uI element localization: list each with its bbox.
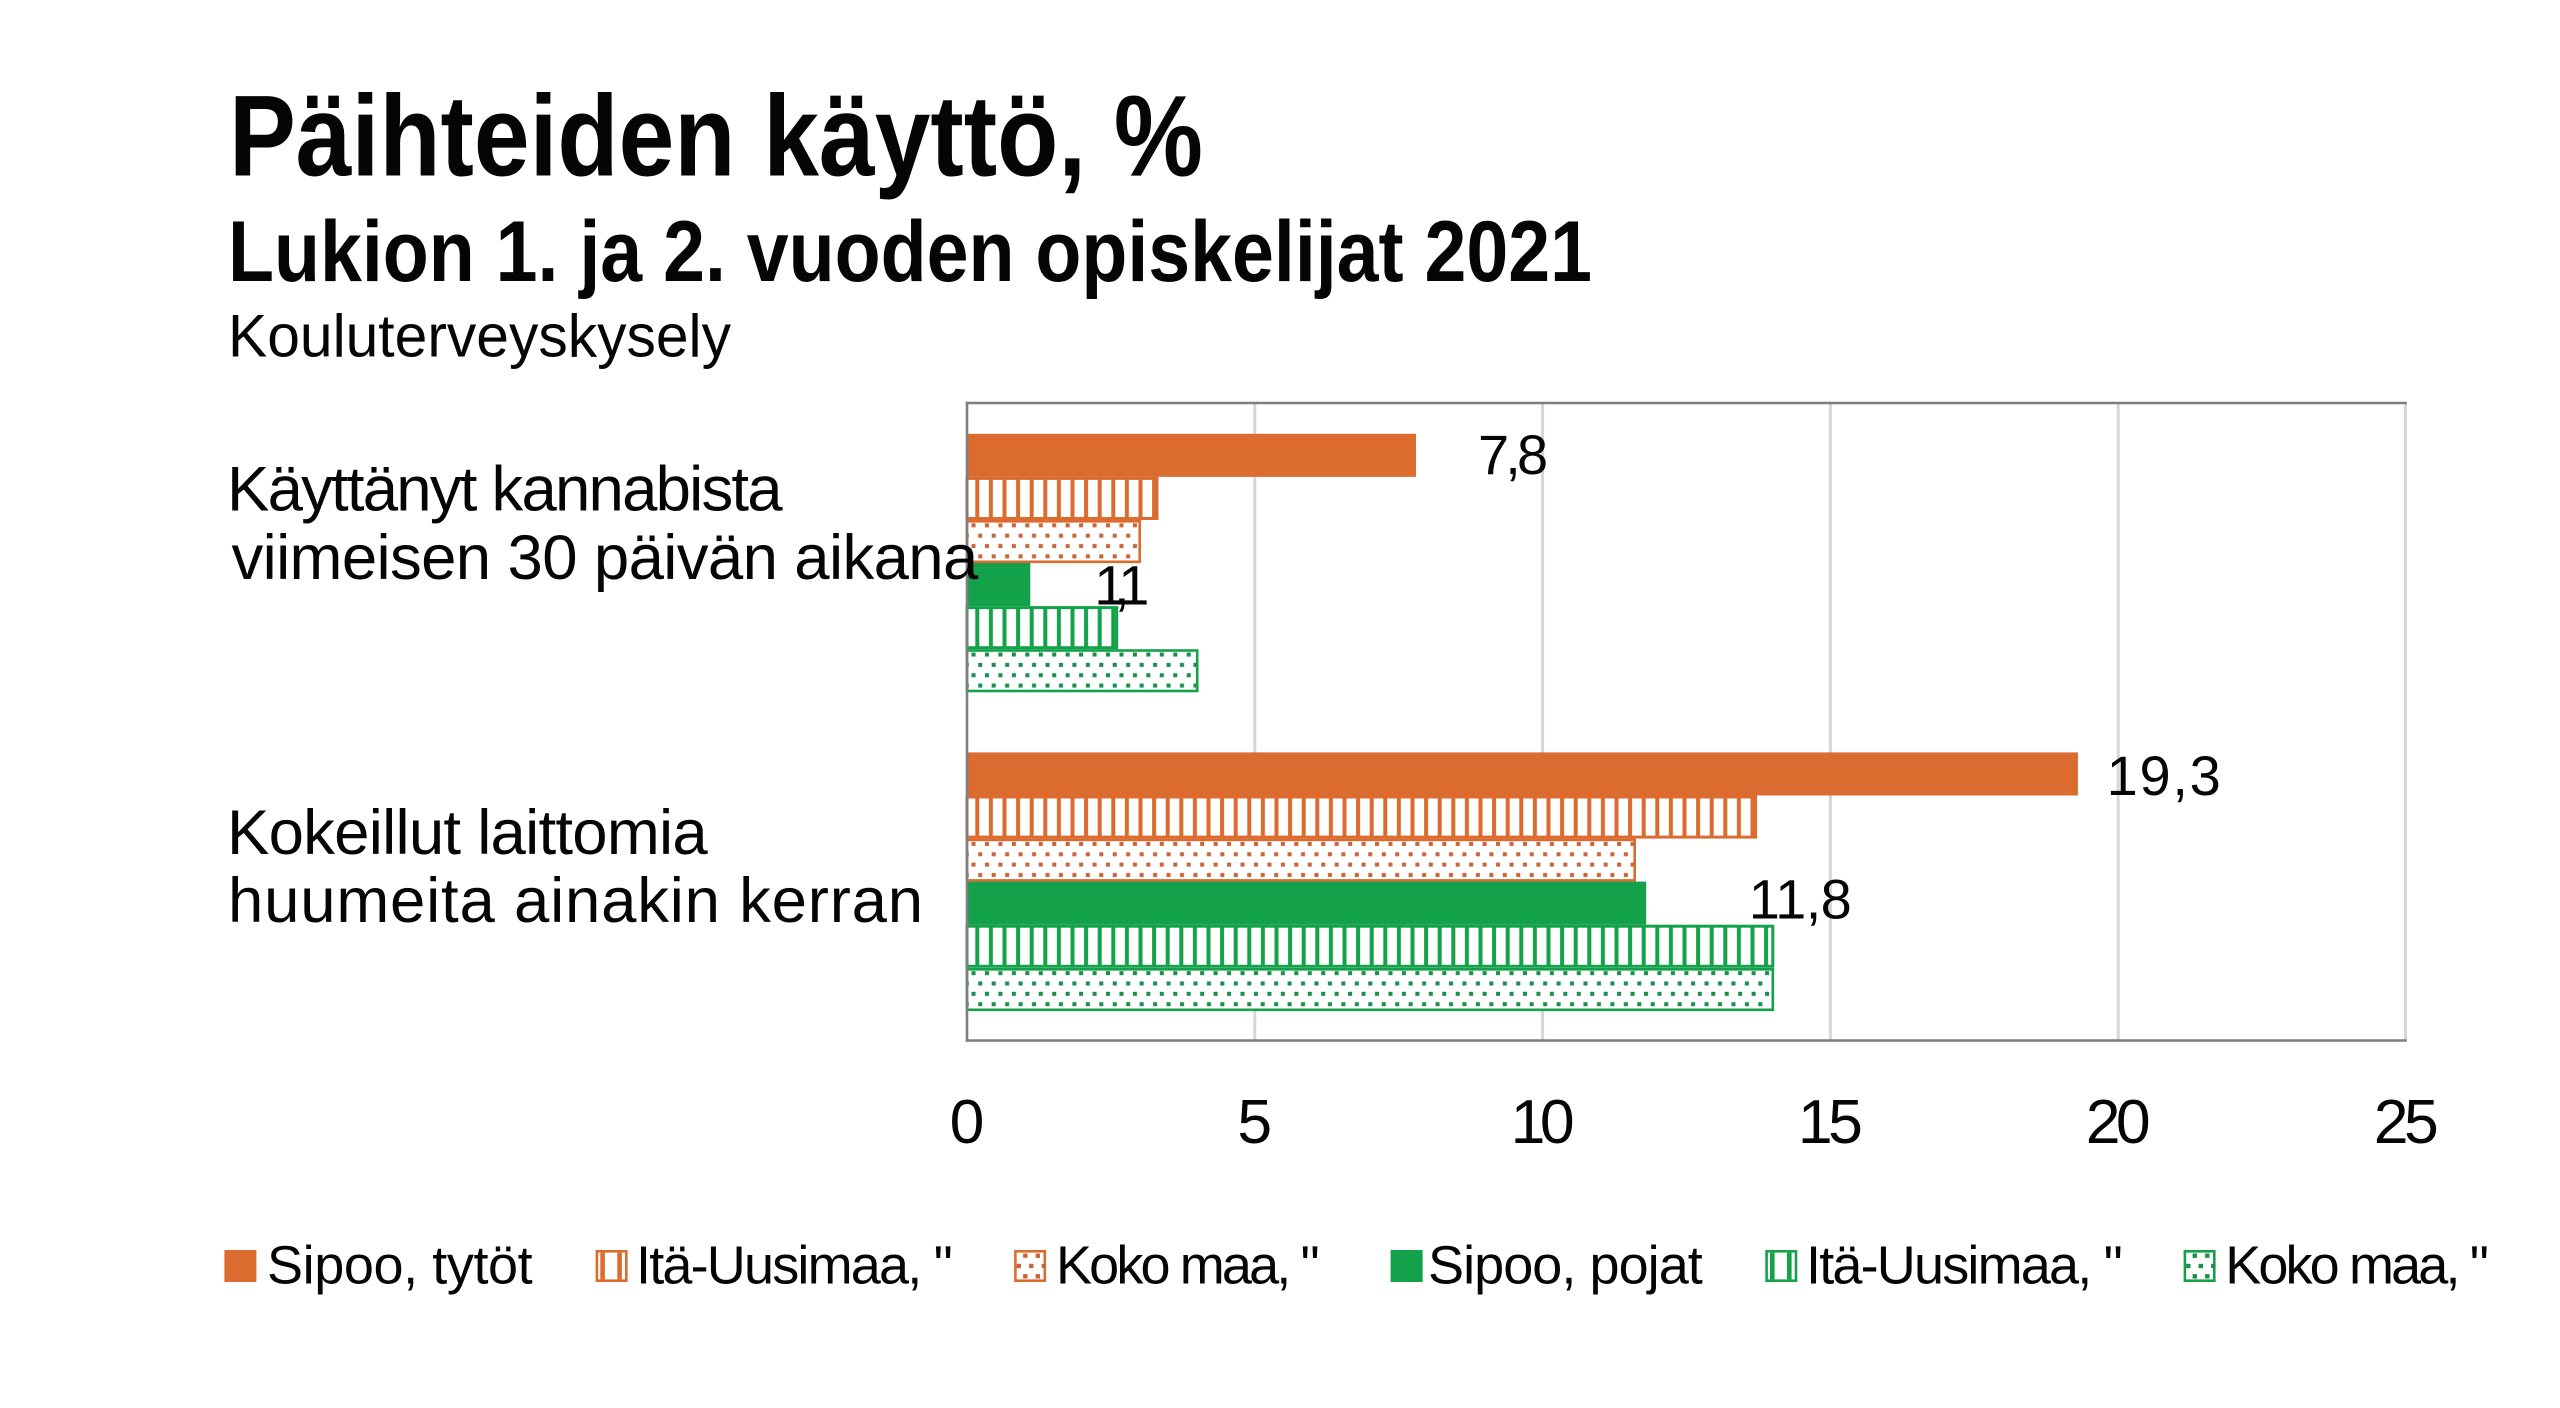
svg-text:0: 0 (950, 1087, 985, 1157)
svg-text:Koko maa, ": Koko maa, " (1056, 1235, 1320, 1295)
svg-text:1,1: 1,1 (1094, 553, 1149, 616)
svg-text:15: 15 (1798, 1087, 1863, 1157)
svg-text:Sipoo, pojat: Sipoo, pojat (1428, 1235, 1703, 1295)
svg-text:19,3: 19,3 (2107, 744, 2221, 807)
svg-text:Kokeillut laittomia: Kokeillut laittomia (227, 798, 708, 868)
svg-text:Käyttänyt kannabista: Käyttänyt kannabista (227, 455, 783, 525)
svg-text:Lukion 1. ja 2. vuoden opiskel: Lukion 1. ja 2. vuoden opiskelijat 2021 (228, 204, 1592, 300)
svg-text:Itä-Uusimaa, ": Itä-Uusimaa, " (636, 1235, 953, 1295)
svg-text:20: 20 (2086, 1087, 2151, 1157)
svg-text:25: 25 (2374, 1087, 2439, 1157)
svg-text:Koko maa, ": Koko maa, " (2225, 1235, 2489, 1295)
svg-text:11,8: 11,8 (1749, 868, 1852, 931)
svg-text:Itä-Uusimaa, ": Itä-Uusimaa, " (1806, 1235, 2123, 1295)
svg-text:10: 10 (1511, 1087, 1575, 1157)
svg-text:Sipoo, tytöt: Sipoo, tytöt (267, 1235, 533, 1295)
svg-text:huumeita ainakin kerran: huumeita ainakin kerran (228, 866, 923, 936)
svg-text:Päihteiden käyttö, %: Päihteiden käyttö, % (229, 73, 1203, 201)
svg-text:5: 5 (1237, 1087, 1272, 1157)
svg-text:7,8: 7,8 (1478, 423, 1548, 486)
svg-text:viimeisen 30 päivän aikana: viimeisen 30 päivän aikana (232, 523, 979, 593)
svg-text:Kouluterveyskysely: Kouluterveyskysely (228, 302, 731, 369)
